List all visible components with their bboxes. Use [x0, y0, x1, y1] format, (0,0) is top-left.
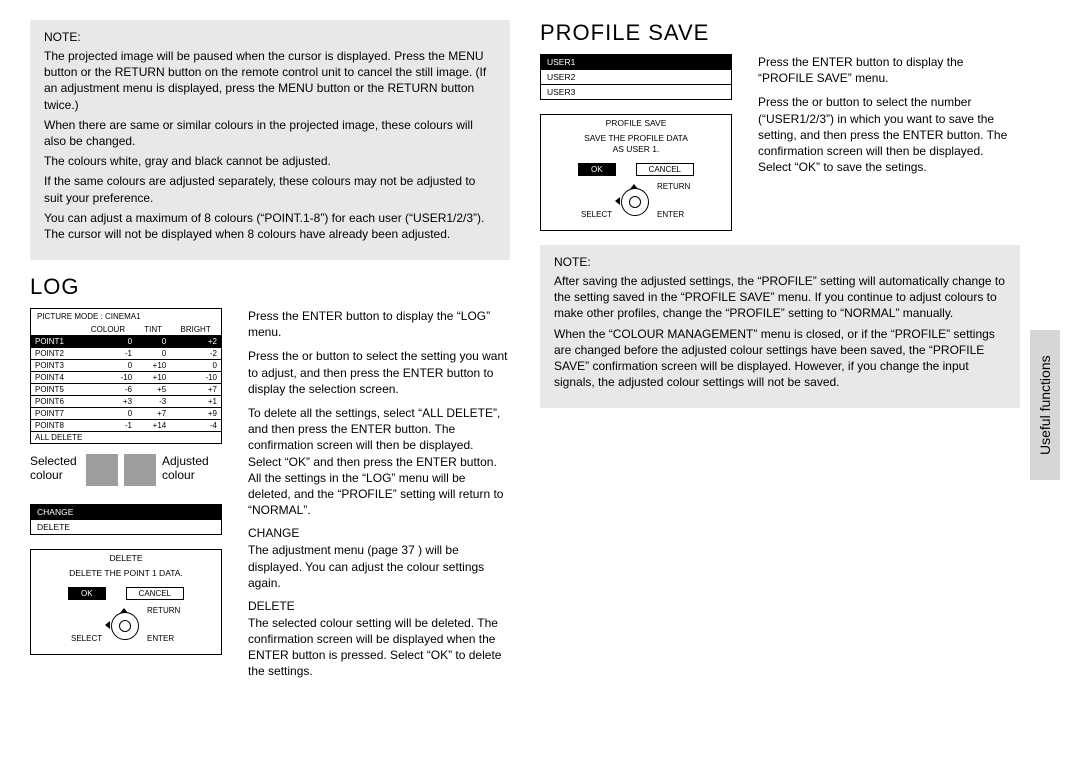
note-line: When the “COLOUR MANAGEMENT” menu is clo… — [554, 326, 1006, 391]
log-menu-header: PICTURE MODE : CINEMA1 — [31, 309, 221, 324]
profile-text: Press the ENTER button to display the “P… — [758, 54, 1020, 86]
log-menu-row[interactable]: POINT100+2 — [31, 336, 221, 348]
delete-text: The selected colour setting will be dele… — [248, 615, 510, 680]
left-column: NOTE: The projected image will be paused… — [30, 20, 510, 688]
note-heading: NOTE: — [44, 30, 496, 44]
note-line: The colours white, gray and black cannot… — [44, 153, 496, 169]
delete-dialog-message: DELETE THE POINT 1 DATA. — [31, 566, 221, 585]
right-column: PROFILE SAVE USER1 USER2 USER3 PROFILE S… — [540, 20, 1050, 688]
user-select-menu: USER1 USER2 USER3 — [540, 54, 732, 100]
change-subheading: CHANGE — [248, 526, 510, 540]
note-line: You can adjust a maximum of 8 colours (“… — [44, 210, 496, 242]
log-menu-row[interactable]: POINT4-10+10-10 — [31, 372, 221, 384]
note-line: After saving the adjusted settings, the … — [554, 273, 1006, 322]
selected-colour-swatch — [86, 454, 118, 486]
colour-swatch-row: Selected colour Adjusted colour — [30, 454, 230, 486]
log-menu-row[interactable]: POINT70+7+9 — [31, 408, 221, 420]
delete-dialog-title: DELETE — [31, 550, 221, 566]
note-heading: NOTE: — [554, 255, 1006, 269]
log-menu-row[interactable]: POINT8-1+14-4 — [31, 420, 221, 432]
side-tab: Useful functions — [1030, 330, 1060, 480]
user2-menu-item[interactable]: USER2 — [541, 69, 731, 84]
nav-hint-icon: RETURN SELECT ENTER — [561, 182, 711, 224]
log-menu-all-delete[interactable]: ALL DELETE — [31, 432, 221, 444]
profile-save-dialog: PROFILE SAVE SAVE THE PROFILE DATA AS US… — [540, 114, 732, 231]
adjusted-colour-label: Adjusted colour — [162, 454, 214, 482]
cancel-button[interactable]: CANCEL — [636, 163, 694, 176]
adjusted-colour-swatch — [124, 454, 156, 486]
log-menu-column: PICTURE MODE : CINEMA1 COLOUR TINT BRIGH… — [30, 308, 230, 688]
cancel-button[interactable]: CANCEL — [126, 587, 184, 600]
log-menu-row[interactable]: POINT30+100 — [31, 360, 221, 372]
delete-confirm-dialog: DELETE DELETE THE POINT 1 DATA. OK CANCE… — [30, 549, 222, 655]
change-text: The adjustment menu (page 37 ) will be d… — [248, 542, 510, 591]
log-text: Press the or button to select the settin… — [248, 348, 510, 397]
profile-text-column: Press the ENTER button to display the “P… — [758, 54, 1020, 231]
note-box-bottom: NOTE: After saving the adjusted settings… — [540, 245, 1020, 408]
profile-text: Press the or button to select the number… — [758, 94, 1020, 175]
log-menu-row[interactable]: POINT2-10-2 — [31, 348, 221, 360]
log-menu-table: PICTURE MODE : CINEMA1 COLOUR TINT BRIGH… — [30, 308, 222, 444]
log-text-column: Press the ENTER button to display the “L… — [248, 308, 510, 688]
delete-subheading: DELETE — [248, 599, 510, 613]
user1-menu-item[interactable]: USER1 — [541, 55, 731, 69]
note-line: If the same colours are adjusted separat… — [44, 173, 496, 205]
ok-button[interactable]: OK — [68, 587, 106, 600]
note-line: When there are same or similar colours i… — [44, 117, 496, 149]
profile-menu-column: USER1 USER2 USER3 PROFILE SAVE SAVE THE … — [540, 54, 740, 231]
change-delete-menu: CHANGE DELETE — [30, 504, 222, 535]
profile-save-dialog-message: SAVE THE PROFILE DATA AS USER 1. — [541, 131, 731, 161]
change-menu-item[interactable]: CHANGE — [31, 505, 221, 519]
user3-menu-item[interactable]: USER3 — [541, 84, 731, 99]
selected-colour-label: Selected colour — [30, 454, 80, 482]
ok-button[interactable]: OK — [578, 163, 616, 176]
note-box-top: NOTE: The projected image will be paused… — [30, 20, 510, 260]
profile-save-heading: PROFILE SAVE — [540, 20, 1020, 46]
profile-save-dialog-title: PROFILE SAVE — [541, 115, 731, 131]
delete-menu-item[interactable]: DELETE — [31, 519, 221, 534]
log-text: Press the ENTER button to display the “L… — [248, 308, 510, 340]
log-heading: LOG — [30, 274, 510, 300]
note-line: The projected image will be paused when … — [44, 48, 496, 113]
log-menu-col-headers: COLOUR TINT BRIGHT — [31, 324, 221, 336]
nav-hint-icon: RETURN SELECT ENTER — [51, 606, 201, 648]
log-menu-row[interactable]: POINT6+3-3+1 — [31, 396, 221, 408]
log-menu-row[interactable]: POINT5-6+5+7 — [31, 384, 221, 396]
log-text: To delete all the settings, select “ALL … — [248, 405, 510, 518]
